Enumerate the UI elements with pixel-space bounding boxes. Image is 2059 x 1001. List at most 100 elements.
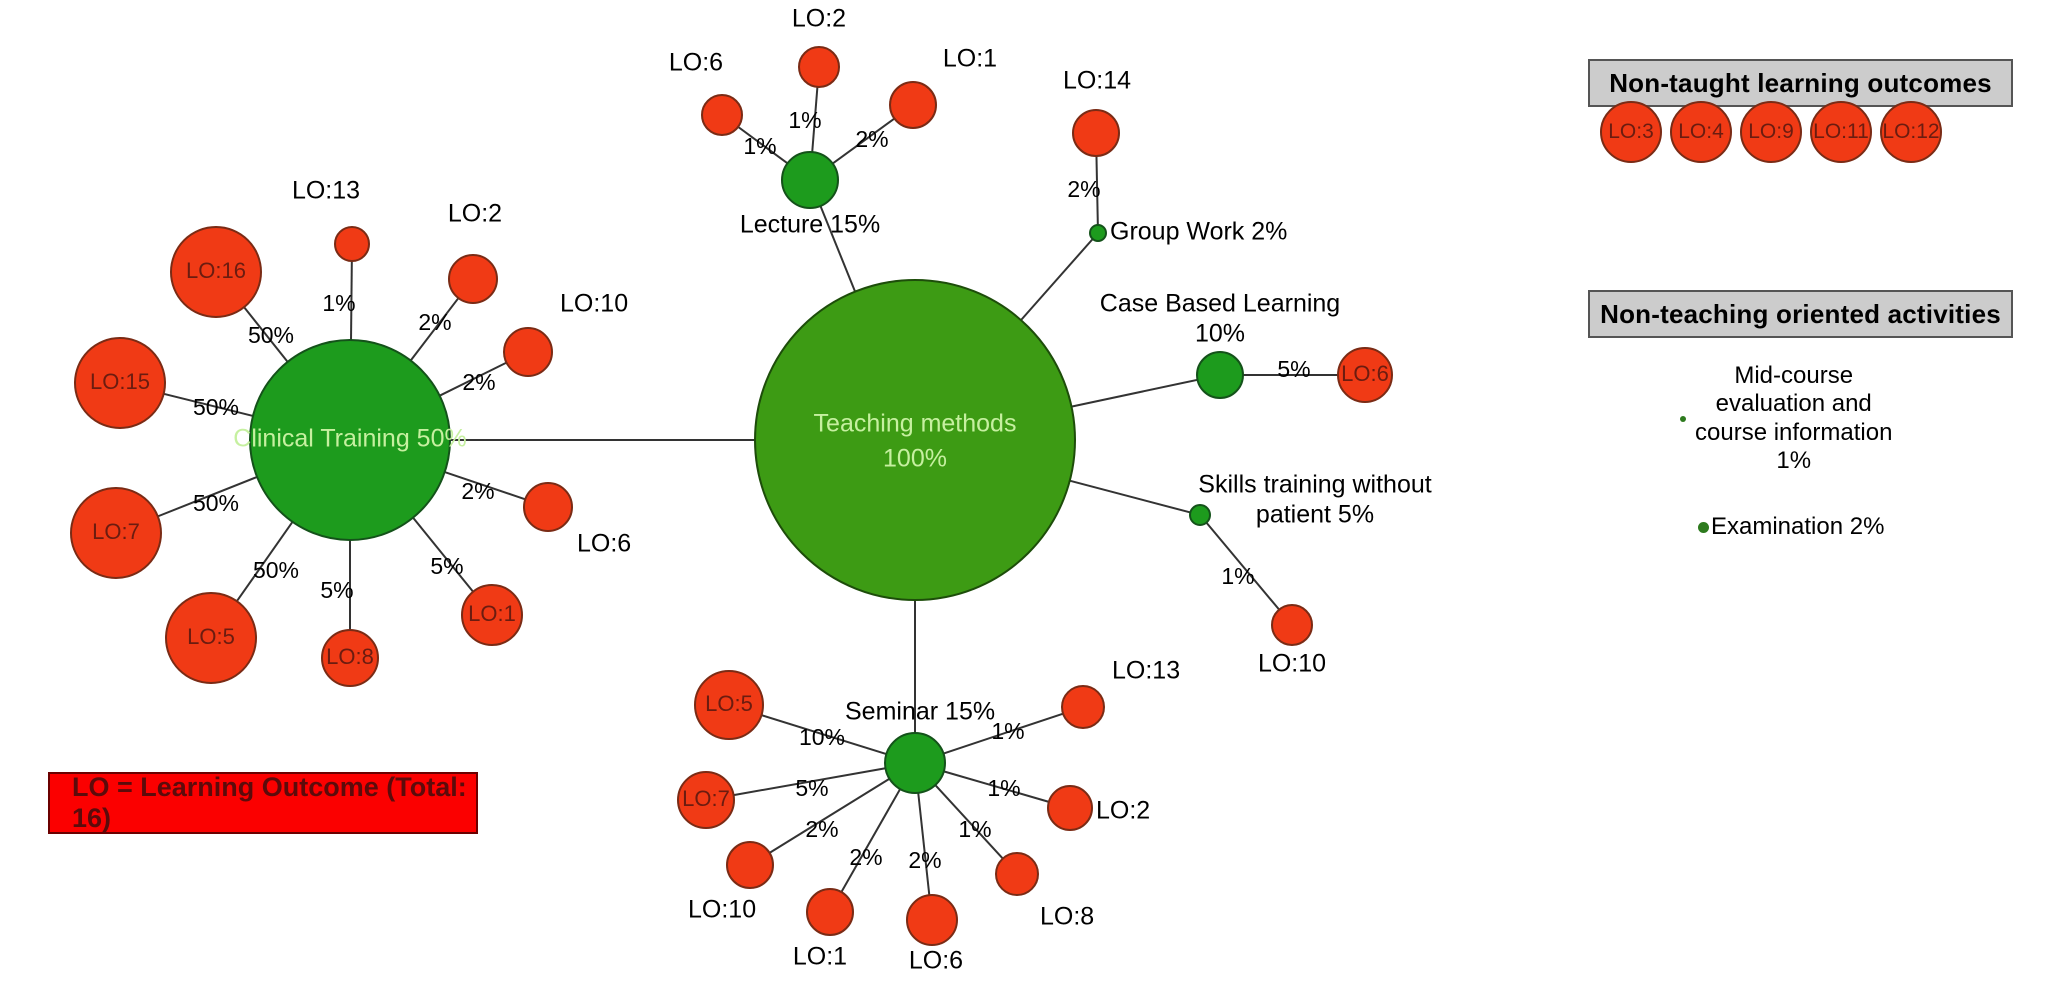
edge-clinical-to-ct-lo10 [439, 361, 507, 397]
node-circle-ct-lo2[interactable] [448, 254, 498, 304]
node-circle-sem-lo6[interactable] [906, 894, 958, 946]
node-circle-lecture[interactable] [781, 151, 839, 209]
node-label-ct-lo1: LO:1 [468, 601, 516, 626]
node-sem-lo7[interactable]: LO:7 [677, 771, 735, 829]
edge-seminar-to-sem-lo5 [761, 714, 887, 756]
edge-label-cbl-to-cbl-lo6: 5% [1277, 356, 1310, 382]
node-circle-ct-lo15[interactable] [74, 337, 166, 429]
node-circle-ct-lo6[interactable] [523, 482, 573, 532]
non-taught-lo-chip[interactable]: LO:4 [1670, 101, 1732, 163]
node-circle-root[interactable] [754, 279, 1076, 601]
node-label-ct-lo15: LO:15 [90, 369, 150, 394]
node-circle-cbl[interactable] [1196, 351, 1244, 399]
node-circle-group[interactable] [1089, 224, 1107, 242]
node-label-sem-lo7: LO:7 [682, 786, 730, 811]
non-taught-lo-chip[interactable]: LO:11 [1810, 101, 1872, 163]
node-circle-ct-lo16[interactable] [170, 226, 262, 318]
node-circle-sem-lo13[interactable] [1061, 685, 1105, 729]
node-circle-skills[interactable] [1189, 504, 1211, 526]
node-ct-lo13[interactable] [334, 226, 370, 262]
node-cbl[interactable] [1196, 351, 1244, 399]
activity-mid-course-evaluation: Mid-course evaluation and course informa… [1680, 362, 1940, 475]
node-sem-lo13[interactable] [1061, 685, 1105, 729]
node-sem-lo8[interactable] [995, 852, 1039, 896]
node-circle-ct-lo10[interactable] [503, 327, 553, 377]
node-circle-ct-lo1[interactable] [461, 584, 523, 646]
edge-label-seminar-to-sem-lo1: 2% [849, 844, 882, 870]
node-ct-lo16[interactable]: LO:16 [170, 226, 262, 318]
edge-lecture-to-lec-lo1 [832, 117, 895, 165]
node-sem-lo1[interactable] [806, 888, 854, 936]
node-circle-sk-lo10[interactable] [1271, 604, 1313, 646]
edge-label-clinical-to-ct-lo15: 50% [193, 394, 239, 420]
node-sem-lo10[interactable] [726, 841, 774, 889]
node-ct-lo7[interactable]: LO:7 [70, 487, 162, 579]
node-circle-ct-lo5[interactable] [165, 592, 257, 684]
edge-label-seminar-to-sem-lo8: 1% [958, 816, 991, 842]
node-sem-lo2[interactable] [1047, 785, 1093, 831]
node-circle-seminar[interactable] [884, 732, 946, 794]
node-circle-sem-lo1[interactable] [806, 888, 854, 936]
lbl-sem8: LO:8 [1040, 903, 1094, 931]
node-lec-lo6[interactable] [701, 94, 743, 136]
node-circle-ct-lo7[interactable] [70, 487, 162, 579]
node-sem-lo6[interactable] [906, 894, 958, 946]
node-circle-clinical[interactable] [249, 339, 451, 541]
learning-outcome-legend-text: LO = Learning Outcome (Total: 16) [72, 772, 467, 833]
node-circle-lec-lo6[interactable] [701, 94, 743, 136]
node-skills[interactable] [1189, 504, 1211, 526]
edge-label-clinical-to-ct-lo7: 50% [193, 490, 239, 516]
lbl-cbl2: 10% [1195, 320, 1245, 348]
lbl-ct10: LO:10 [560, 290, 628, 318]
node-circle-sem-lo5[interactable] [694, 670, 764, 740]
node-clinical[interactable]: Clinical Training 50% [233, 339, 467, 541]
node-ct-lo2[interactable] [448, 254, 498, 304]
node-ct-lo15[interactable]: LO:15 [74, 337, 166, 429]
non-taught-lo-chip[interactable]: LO:9 [1740, 101, 1802, 163]
node-seminar[interactable] [884, 732, 946, 794]
edge-clinical-to-ct-lo5 [236, 521, 294, 602]
node-circle-ct-lo13[interactable] [334, 226, 370, 262]
node-sem-lo5[interactable]: LO:5 [694, 670, 764, 740]
edge-label-seminar-to-sem-lo10: 2% [805, 816, 838, 842]
outside-labels-layer: LO:13 LO:2 LO:10 LO:6 LO:6 LO:2 LO:1 Lecture 15… [292, 5, 1432, 975]
node-ct-lo1[interactable]: LO:1 [461, 584, 523, 646]
edge-label-seminar-to-sem-lo13: 1% [991, 718, 1024, 744]
node-lecture[interactable] [781, 151, 839, 209]
node-sk-lo10[interactable] [1271, 604, 1313, 646]
non-taught-lo-chip[interactable]: LO:12 [1880, 101, 1942, 163]
edge-clinical-to-ct-lo13 [350, 260, 353, 341]
node-circle-sem-lo7[interactable] [677, 771, 735, 829]
node-group[interactable] [1089, 224, 1107, 242]
lbl-lo14: LO:14 [1063, 67, 1131, 95]
node-ct-lo6[interactable] [523, 482, 573, 532]
node-circle-sem-lo2[interactable] [1047, 785, 1093, 831]
node-circle-gw-lo14[interactable] [1072, 109, 1120, 157]
node-circle-lec-lo1[interactable] [889, 81, 937, 129]
edge-skills-to-sk-lo10 [1205, 522, 1280, 611]
non-teaching-activities-panel: Non-teaching oriented activities [1588, 290, 2013, 338]
node-ct-lo8[interactable]: LO:8 [321, 629, 379, 687]
non-taught-lo-chip[interactable]: LO:3 [1600, 101, 1662, 163]
node-lec-lo2[interactable] [798, 46, 840, 88]
lbl-sk2: patient 5% [1256, 501, 1374, 529]
node-cbl-lo6[interactable]: LO:6 [1337, 347, 1393, 403]
node-ct-lo10[interactable] [503, 327, 553, 377]
node-root[interactable]: Teaching methods 100% [754, 279, 1076, 601]
node-circle-sem-lo8[interactable] [995, 852, 1039, 896]
edge-seminar-to-sem-lo1 [840, 788, 902, 893]
edge-label-seminar-to-sem-lo7: 5% [795, 775, 828, 801]
node-circle-sem-lo10[interactable] [726, 841, 774, 889]
node-circle-lec-lo2[interactable] [798, 46, 840, 88]
node-lec-lo1[interactable] [889, 81, 937, 129]
node-circle-ct-lo8[interactable] [321, 629, 379, 687]
lbl-lecture: Lecture 15% [740, 211, 880, 239]
node-gw-lo14[interactable] [1072, 109, 1120, 157]
node-circle-cbl-lo6[interactable] [1337, 347, 1393, 403]
edge-label-clinical-to-ct-lo13: 1% [322, 290, 355, 316]
lbl-sem13: LO:13 [1112, 657, 1180, 685]
edge-clinical-to-ct-lo16 [243, 306, 289, 363]
node-ct-lo5[interactable]: LO:5 [165, 592, 257, 684]
edge-label-clinical-to-ct-lo1: 5% [430, 553, 463, 579]
edge-seminar-to-sem-lo13 [943, 712, 1064, 755]
